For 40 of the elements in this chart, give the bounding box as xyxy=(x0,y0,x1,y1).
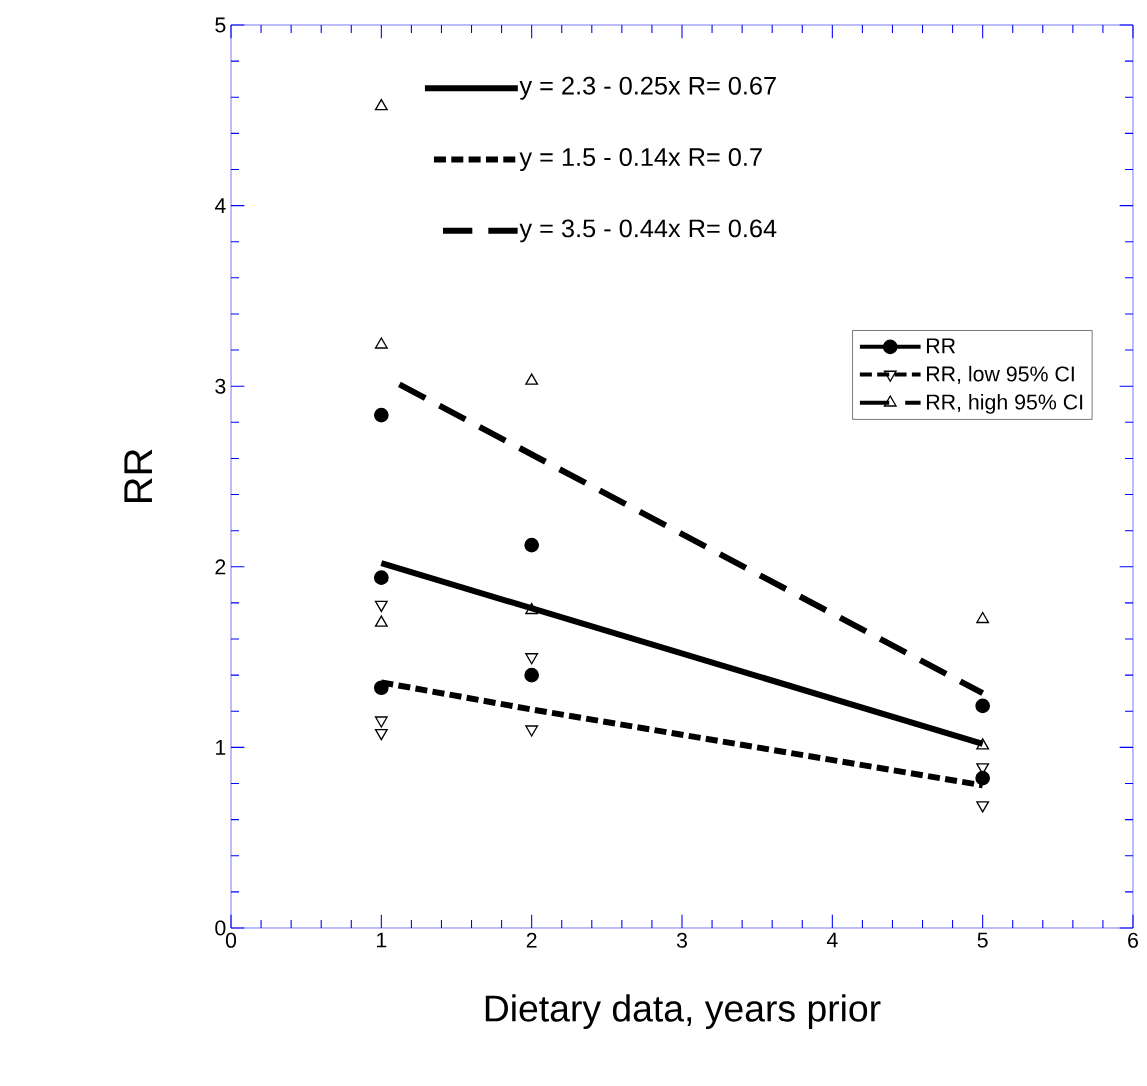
point xyxy=(524,537,539,553)
point xyxy=(525,653,539,665)
legend-label: RR, high 95% CI xyxy=(927,393,1083,414)
y-tick-label: 5 xyxy=(215,17,226,33)
point xyxy=(976,801,990,813)
legend-label: RR xyxy=(927,338,956,354)
point xyxy=(374,728,388,741)
point xyxy=(374,600,388,613)
y-tick-label: 0 xyxy=(215,920,226,936)
point xyxy=(374,680,389,696)
point xyxy=(976,611,990,624)
x-tick-label: 1 xyxy=(377,932,387,948)
y-tick-label: 3 xyxy=(215,378,226,394)
y-tick-label: 4 xyxy=(214,198,226,213)
point xyxy=(525,602,539,615)
x-tick-label: 3 xyxy=(676,932,687,948)
point xyxy=(374,407,389,423)
legend-label: y = 2.3 - 0.25x R= 0.67 xyxy=(519,76,776,100)
y-tick-label: 1 xyxy=(216,740,226,755)
point xyxy=(525,373,539,385)
point xyxy=(374,570,389,585)
point xyxy=(975,698,990,714)
legend-label: RR, low 95% CI xyxy=(927,365,1074,384)
y-axis-title: RR xyxy=(124,449,152,503)
point xyxy=(374,98,388,111)
legend-label: y = 3.5 - 0.44x R= 0.64 xyxy=(519,219,777,243)
x-axis-title: Dietary data, years prior xyxy=(485,994,881,1030)
y-tick-label: 2 xyxy=(215,559,226,575)
point xyxy=(975,770,990,786)
point xyxy=(374,615,388,627)
point xyxy=(374,337,388,349)
x-tick-label: 5 xyxy=(977,932,988,948)
x-tick-label: 6 xyxy=(1128,932,1138,948)
x-tick-label: 2 xyxy=(526,932,537,948)
legend-label: y = 1.5 - 0.14x R= 0.7 xyxy=(519,148,762,172)
x-tick-label: 0 xyxy=(225,932,237,948)
point xyxy=(524,667,539,683)
point xyxy=(525,725,539,737)
point xyxy=(374,716,388,728)
x-tick-label: 4 xyxy=(826,932,838,948)
